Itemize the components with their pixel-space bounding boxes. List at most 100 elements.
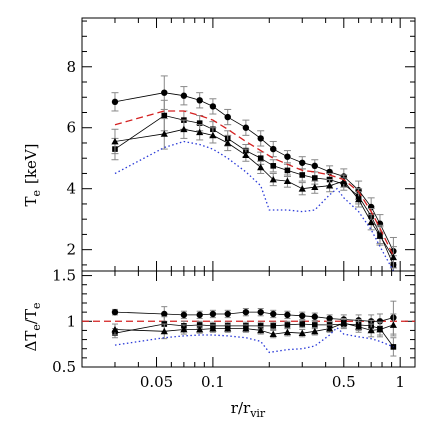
data-point-triangle [196, 128, 204, 136]
data-point-circle [242, 308, 250, 316]
data-point-triangle [196, 325, 204, 333]
data-point-circle [196, 97, 203, 104]
data-point-square [311, 322, 318, 328]
data-point-triangle [257, 326, 265, 334]
data-point-circle [111, 308, 119, 316]
data-point-square [299, 172, 306, 178]
data-point-circle [284, 311, 291, 319]
data-point-circle [224, 113, 231, 121]
data-point-circle [284, 153, 291, 160]
data-point-triangle [389, 321, 397, 328]
bottom-ylabel-den-sub: e [30, 303, 43, 310]
data-point-triangle [367, 218, 375, 226]
bottom-series-dotted [114, 326, 394, 354]
data-point-triangle [269, 330, 277, 337]
data-point-circle [161, 310, 168, 318]
data-point-triangle [242, 325, 250, 332]
data-point-triangle [340, 177, 348, 184]
data-point-square [257, 155, 264, 162]
data-point-triangle [160, 327, 168, 335]
data-point-circle [299, 159, 306, 166]
bottom-ylabel: ΔTe/Te [22, 303, 43, 352]
data-point-circle [111, 98, 119, 106]
data-point-circle [242, 124, 250, 131]
bottom-series-circle [111, 300, 397, 335]
series-line [114, 326, 394, 354]
data-point-triangle [269, 175, 277, 183]
data-point-circle [376, 318, 384, 325]
data-point-triangle [224, 139, 232, 146]
data-point-circle [257, 308, 264, 316]
data-point-square [284, 322, 291, 328]
data-point-square [196, 322, 203, 328]
data-point-triangle [376, 325, 384, 333]
data-point-triangle [340, 319, 348, 326]
data-point-triangle [257, 163, 265, 171]
data-point-triangle [180, 325, 188, 333]
data-point-circle [180, 92, 188, 99]
data-point-triangle [111, 325, 119, 333]
bottom-series-square [111, 316, 397, 357]
top-ylabel-unit: [keV] [22, 143, 40, 184]
data-point-triangle [224, 325, 232, 332]
data-point-circle [326, 315, 333, 322]
data-point-triangle [355, 323, 363, 330]
series-line [114, 110, 394, 257]
data-point-triangle [209, 131, 217, 139]
top-ylabel: Te [keV] [22, 143, 43, 206]
xtick-label: 0.1 [201, 373, 225, 391]
bottom-frame [81, 270, 416, 368]
xtick-label: 0.05 [140, 373, 173, 391]
bottom-series-triangle [111, 313, 397, 340]
data-point-triangle [367, 326, 375, 334]
xtick-label: 1 [395, 373, 405, 391]
top-series-dashed [114, 110, 394, 257]
data-point-square [270, 323, 277, 329]
series-line [114, 322, 394, 335]
data-point-triangle [298, 185, 306, 192]
data-point-triangle [283, 177, 292, 184]
data-point-square [161, 112, 168, 119]
top-ytick-label: 8 [66, 58, 76, 76]
data-point-square [299, 321, 306, 327]
series-line [114, 311, 394, 322]
series-line [114, 128, 394, 258]
data-point-square [270, 163, 277, 169]
top-ylabel-main: T [22, 197, 40, 207]
top-series-triangle [111, 118, 397, 269]
bottom-ylabel-main: ΔT [22, 331, 40, 352]
data-point-circle [224, 310, 231, 318]
data-point-circle [209, 103, 217, 110]
x-axis-label-sub: vir [249, 407, 266, 420]
data-point-circle [161, 89, 168, 96]
top-plot-area [111, 75, 397, 271]
xtick-label: 0.5 [332, 373, 356, 391]
top-ytick-label: 4 [66, 180, 76, 198]
data-point-triangle [283, 328, 292, 336]
data-point-triangle [389, 253, 397, 261]
data-point-triangle [160, 130, 168, 137]
data-point-circle [209, 310, 217, 318]
data-point-triangle [209, 325, 217, 332]
data-point-triangle [326, 182, 334, 189]
data-point-triangle [326, 325, 334, 332]
bottom-ytick-label: 0.5 [52, 358, 76, 376]
data-point-triangle [180, 125, 188, 133]
data-point-circle [270, 310, 277, 318]
data-point-circle [311, 313, 318, 320]
bottom-ytick-label: 1 [66, 312, 76, 330]
bottom-ytick-label: 1.5 [52, 267, 76, 285]
bottom-plot-area [82, 300, 415, 357]
data-point-circle [180, 311, 188, 319]
bottom-ylabel-den: /T [22, 309, 40, 324]
data-point-circle [196, 311, 203, 319]
data-point-circle [299, 312, 306, 319]
series-line [114, 140, 394, 271]
top-ytick-label: 2 [66, 241, 76, 259]
data-point-square [196, 120, 203, 126]
bottom-ylabel-sub: e [30, 324, 43, 331]
top-series-dotted [114, 140, 394, 271]
data-point-square [257, 323, 264, 329]
data-point-triangle [298, 329, 306, 337]
